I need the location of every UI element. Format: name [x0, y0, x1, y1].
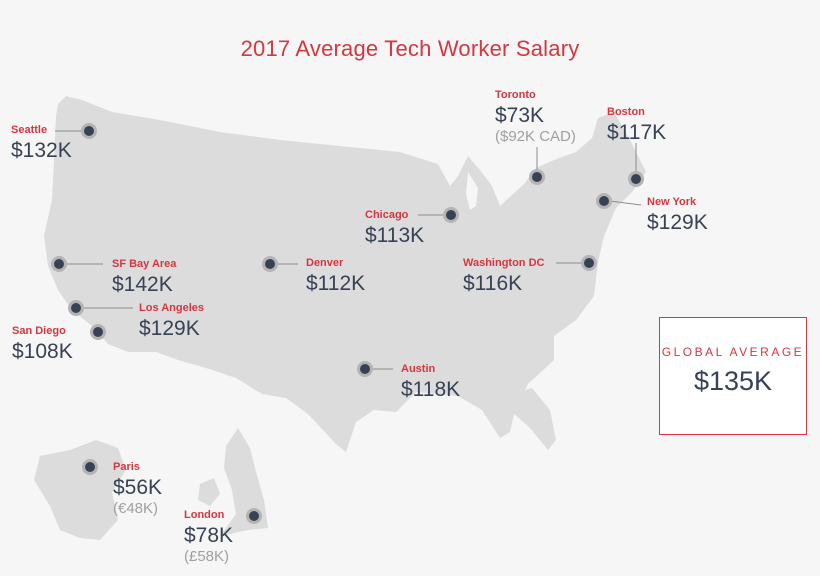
la-salary: $129K: [139, 317, 200, 340]
chicago-label: Chicago $113K: [365, 209, 425, 247]
seattle-label: Seattle $132K: [11, 124, 72, 162]
toronto-marker: [532, 172, 542, 182]
sd-name: San Diego: [12, 325, 66, 337]
la-name: Los Angeles: [139, 302, 204, 314]
london-salary: $78K: [184, 524, 234, 547]
sd-marker: [93, 327, 103, 337]
sf-marker: [54, 259, 64, 269]
great-lake: [466, 172, 478, 210]
paris-marker: [85, 462, 95, 472]
sf-label: SF Bay Area $142K: [112, 258, 177, 296]
denver-marker: [265, 259, 275, 269]
boston-name: Boston: [607, 106, 645, 118]
boston-label: Boston $117K: [607, 106, 667, 144]
la-marker: [71, 303, 81, 313]
seattle-salary: $132K: [11, 139, 72, 162]
dc-label: Washington DC $116K: [463, 257, 545, 295]
toronto-label: Toronto $73K ($92K CAD): [495, 89, 576, 145]
newyork-leader: [609, 200, 642, 206]
paris-name: Paris: [113, 461, 140, 473]
newyork-name: New York: [647, 196, 697, 208]
paris-local-salary: (€48K): [113, 500, 159, 517]
la-label: Los Angeles $129K: [139, 302, 204, 340]
sd-label: San Diego $108K: [12, 325, 73, 363]
toronto-salary: $73K: [495, 104, 545, 127]
dc-name: Washington DC: [463, 257, 545, 269]
sd-salary: $108K: [12, 340, 73, 363]
london-marker: [249, 511, 259, 521]
newyork-label: New York $129K: [647, 196, 708, 234]
london-label: London $78K (£58K): [184, 509, 234, 565]
britain-landmass: [220, 428, 268, 536]
paris-salary: $56K: [113, 476, 163, 499]
austin-salary: $118K: [401, 378, 461, 401]
chicago-name: Chicago: [365, 209, 409, 221]
toronto-name: Toronto: [495, 89, 536, 101]
boston-salary: $117K: [607, 121, 667, 144]
austin-marker: [360, 364, 370, 374]
london-name: London: [184, 509, 225, 521]
france-landmass: [34, 440, 126, 540]
chicago-marker: [446, 210, 456, 220]
newyork-salary: $129K: [647, 211, 708, 234]
ireland-landmass: [198, 478, 220, 506]
global-average-box: GLOBAL AVERAGE $135K: [659, 317, 807, 435]
usa-landmass: [44, 96, 646, 452]
denver-name: Denver: [306, 257, 344, 269]
toronto-local-salary: ($92K CAD): [495, 128, 576, 145]
global-average-label: GLOBAL AVERAGE: [661, 345, 805, 359]
leader-lines: [55, 130, 642, 370]
denver-salary: $112K: [306, 272, 366, 295]
denver-label: Denver $112K: [306, 257, 366, 295]
dc-marker: [584, 258, 594, 268]
global-average-value: $135K: [693, 366, 773, 396]
chart-title: 2017 Average Tech Worker Salary: [240, 36, 580, 61]
chicago-salary: $113K: [365, 224, 425, 247]
florida-peninsula: [506, 388, 556, 450]
austin-label: Austin $118K: [401, 363, 461, 401]
paris-label: Paris $56K (€48K): [113, 461, 163, 517]
seattle-marker: [84, 126, 94, 136]
seattle-name: Seattle: [11, 124, 48, 136]
london-local-salary: (£58K): [184, 548, 230, 565]
boston-marker: [631, 174, 641, 184]
sf-salary: $142K: [112, 273, 173, 296]
dc-salary: $116K: [463, 272, 523, 295]
newyork-marker: [599, 196, 609, 206]
sf-name: SF Bay Area: [112, 258, 177, 270]
austin-name: Austin: [401, 363, 436, 375]
